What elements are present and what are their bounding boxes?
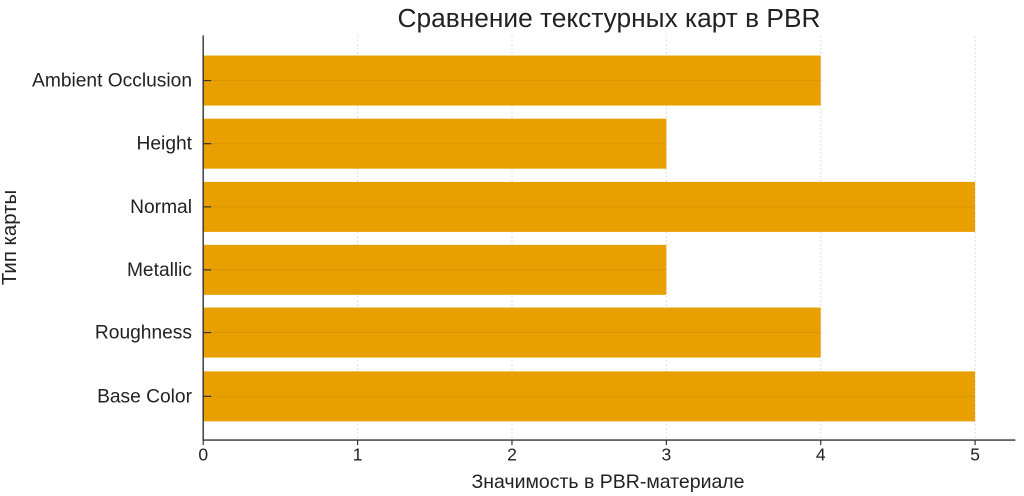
svg-text:Metallic: Metallic [127,260,192,281]
svg-text:Значимость в PBR-материале: Значимость в PBR-материале [471,471,744,493]
svg-text:0: 0 [198,445,208,465]
svg-text:Base Color: Base Color [97,386,193,407]
svg-text:5: 5 [970,445,980,465]
svg-text:2: 2 [507,445,517,465]
svg-text:Сравнение текстурных карт в PB: Сравнение текстурных карт в PBR [398,3,821,33]
svg-text:Height: Height [137,134,193,155]
svg-text:Тип карты: Тип карты [0,190,21,285]
svg-text:Normal: Normal [130,197,192,218]
svg-text:4: 4 [816,445,826,465]
svg-text:Ambient Occlusion: Ambient Occlusion [32,71,192,92]
svg-text:1: 1 [353,445,363,465]
svg-text:Roughness: Roughness [95,323,192,344]
svg-text:3: 3 [661,445,671,465]
